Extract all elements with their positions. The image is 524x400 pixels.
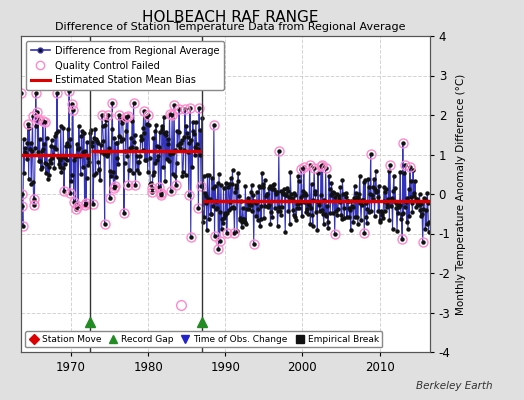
Text: HOLBEACH RAF RANGE: HOLBEACH RAF RANGE	[143, 10, 319, 25]
Y-axis label: Monthly Temperature Anomaly Difference (°C): Monthly Temperature Anomaly Difference (…	[456, 73, 466, 315]
Text: Difference of Station Temperature Data from Regional Average: Difference of Station Temperature Data f…	[56, 22, 406, 32]
Legend: Station Move, Record Gap, Time of Obs. Change, Empirical Break: Station Move, Record Gap, Time of Obs. C…	[26, 331, 383, 348]
Text: Berkeley Earth: Berkeley Earth	[416, 381, 493, 391]
